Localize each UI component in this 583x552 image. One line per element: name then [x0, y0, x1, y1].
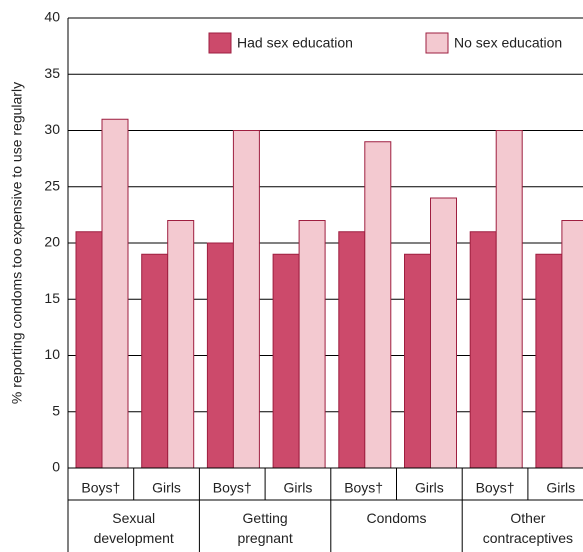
y-tick-label: 15 [44, 290, 60, 306]
bar [404, 253, 431, 469]
group-label-line: Condoms [367, 510, 427, 526]
legend-label: Had sex education [237, 35, 353, 51]
x-tick-label: Girls [152, 480, 181, 496]
group-label: Sexual development [94, 510, 174, 546]
y-tick-label: 0 [52, 459, 60, 475]
bar [495, 130, 523, 469]
x-tick-label: Boys† [81, 480, 120, 496]
y-tick-label: 40 [44, 9, 60, 25]
bar [206, 242, 234, 469]
bar [430, 197, 457, 469]
y-tick-label: 35 [44, 65, 60, 81]
y-tick-label: 10 [44, 346, 60, 362]
legend-swatch [208, 32, 232, 54]
bar [141, 253, 169, 469]
bar [535, 253, 563, 469]
bar [101, 118, 129, 469]
group-label-line: Sexual [112, 510, 155, 526]
group-label-line: development [94, 530, 174, 546]
legend-swatch [425, 32, 449, 54]
group-label-line: contraceptives [483, 530, 573, 546]
bar [364, 141, 392, 469]
y-tick-label: 30 [44, 121, 60, 137]
legend-label: No sex education [454, 35, 562, 51]
y-tick-label: 20 [44, 234, 60, 250]
group-label-line: Getting [243, 510, 288, 526]
group-label: Condoms [367, 510, 427, 526]
x-tick-label: Boys† [476, 480, 515, 496]
x-tick-label: Boys† [213, 480, 252, 496]
y-axis-label: % reporting condoms too expensive to use… [9, 82, 25, 404]
bar [232, 130, 260, 469]
bar [298, 220, 326, 469]
x-tick-label: Girls [284, 480, 313, 496]
bar [75, 231, 103, 469]
bar [469, 231, 497, 469]
x-tick-label: Boys† [344, 480, 383, 496]
group-label: Getting pregnant [237, 510, 292, 546]
bar [561, 220, 583, 469]
y-tick-label: 5 [52, 402, 60, 418]
group-label-line: Other [510, 510, 545, 526]
bar [272, 253, 300, 469]
group-label-line: pregnant [237, 530, 292, 546]
bar [167, 220, 195, 469]
x-tick-label: Girls [546, 480, 575, 496]
y-tick-label: 25 [44, 177, 60, 193]
bar [338, 231, 366, 469]
group-label: Other contraceptives [483, 510, 573, 546]
x-tick-label: Girls [415, 480, 444, 496]
